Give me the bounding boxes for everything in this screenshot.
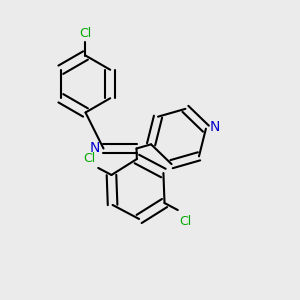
Text: N: N xyxy=(89,142,100,155)
Text: Cl: Cl xyxy=(179,214,191,227)
Text: Cl: Cl xyxy=(83,152,95,165)
Text: Cl: Cl xyxy=(80,27,92,40)
Text: N: N xyxy=(209,120,220,134)
